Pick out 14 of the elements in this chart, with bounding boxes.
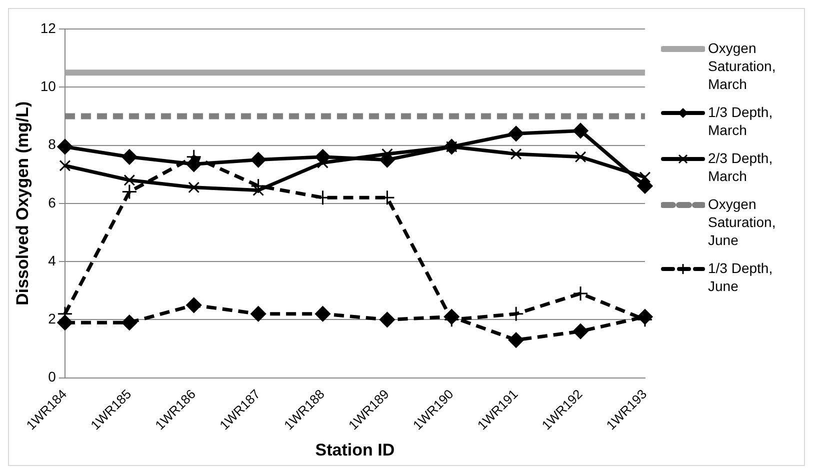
y-tick-label: 10	[40, 78, 56, 94]
y-tick-label: 0	[48, 368, 56, 385]
y-tick-label: 2	[48, 310, 56, 327]
y-axis-title: Dissolved Oxygen (mg/L)	[12, 101, 32, 306]
y-tick-label: 8	[48, 136, 56, 152]
legend-label: 1/3 Depth, June	[708, 259, 774, 295]
legend-label: Oxygen Saturation, March	[708, 39, 777, 93]
legend-label: 2/3 Depth, March	[708, 149, 774, 185]
y-tick-label: 4	[48, 252, 56, 268]
y-tick-label: 12	[40, 20, 56, 36]
y-tick-label: 6	[48, 194, 56, 210]
legend-label: 1/3 Depth, March	[708, 103, 774, 139]
x-axis-title: Station ID	[315, 440, 395, 460]
legend-label: Oxygen Saturation, June	[708, 195, 777, 249]
